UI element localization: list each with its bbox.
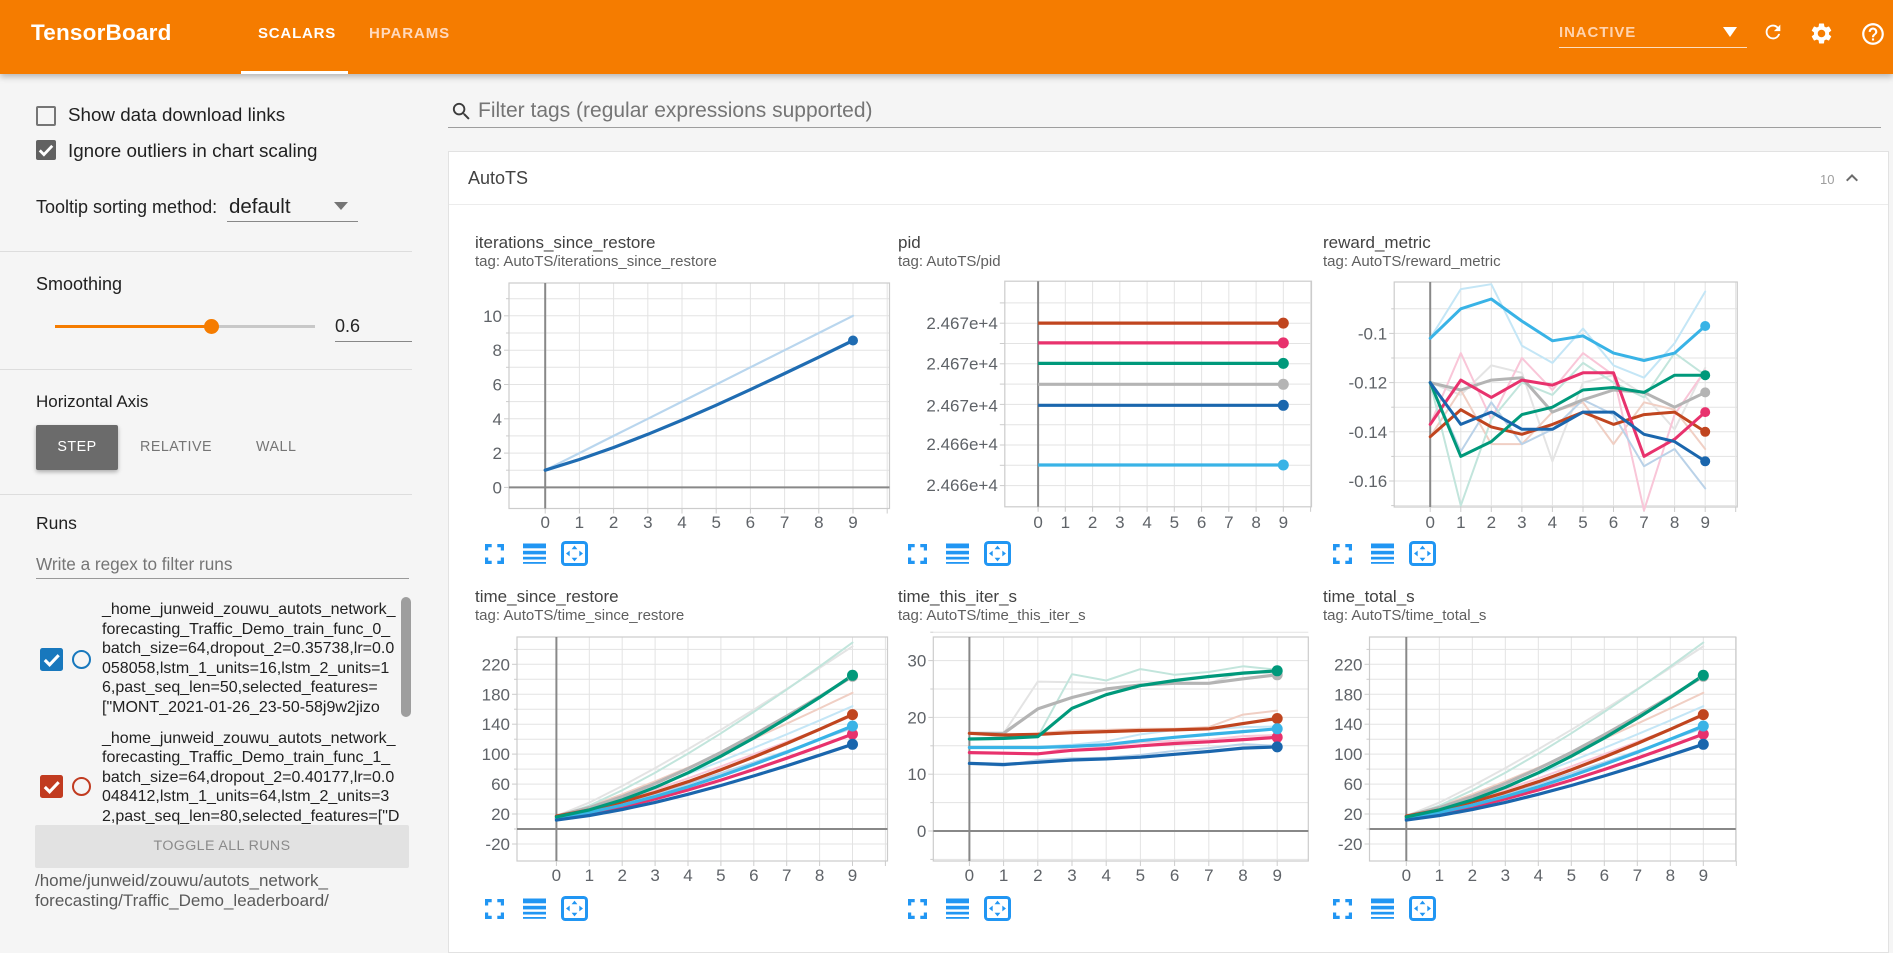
svg-text:4: 4 (1548, 513, 1557, 532)
svg-text:7: 7 (782, 866, 791, 885)
svg-text:1: 1 (575, 513, 584, 532)
svg-text:9: 9 (848, 866, 857, 885)
svg-text:7: 7 (1204, 866, 1213, 885)
svg-text:0: 0 (1402, 866, 1411, 885)
svg-text:5: 5 (716, 866, 725, 885)
svg-text:7: 7 (1639, 513, 1648, 532)
svg-text:3: 3 (1115, 513, 1124, 532)
svg-text:4: 4 (493, 410, 502, 429)
svg-text:9: 9 (1272, 866, 1281, 885)
svg-text:2.466e+4: 2.466e+4 (926, 476, 997, 495)
svg-text:1: 1 (1456, 513, 1465, 532)
svg-text:4: 4 (677, 513, 686, 532)
svg-text:2: 2 (1468, 866, 1477, 885)
svg-text:2: 2 (617, 866, 626, 885)
svg-text:2.467e+4: 2.467e+4 (926, 314, 997, 333)
svg-text:6: 6 (1197, 513, 1206, 532)
svg-text:60: 60 (1344, 775, 1363, 794)
svg-text:180: 180 (482, 685, 510, 704)
svg-text:4: 4 (1534, 866, 1543, 885)
svg-text:3: 3 (643, 513, 652, 532)
svg-text:180: 180 (1334, 685, 1362, 704)
svg-text:8: 8 (815, 866, 824, 885)
svg-text:7: 7 (780, 513, 789, 532)
svg-text:-0.1: -0.1 (1358, 324, 1387, 343)
svg-text:140: 140 (482, 715, 510, 734)
svg-text:0: 0 (552, 866, 561, 885)
svg-text:2: 2 (1033, 866, 1042, 885)
svg-text:7: 7 (1224, 513, 1233, 532)
svg-text:9: 9 (848, 513, 857, 532)
svg-text:8: 8 (1238, 866, 1247, 885)
svg-text:100: 100 (482, 745, 510, 764)
svg-text:2.467e+4: 2.467e+4 (926, 354, 997, 373)
svg-text:6: 6 (1600, 866, 1609, 885)
svg-text:30: 30 (907, 652, 926, 671)
svg-text:6: 6 (746, 513, 755, 532)
svg-text:-0.16: -0.16 (1348, 472, 1387, 491)
svg-text:1: 1 (1435, 866, 1444, 885)
svg-text:8: 8 (1251, 513, 1260, 532)
svg-text:6: 6 (749, 866, 758, 885)
svg-text:1: 1 (585, 866, 594, 885)
svg-text:0: 0 (493, 478, 502, 497)
svg-text:220: 220 (482, 655, 510, 674)
svg-text:10: 10 (483, 307, 502, 326)
svg-text:2.467e+4: 2.467e+4 (926, 396, 997, 415)
svg-text:5: 5 (1567, 866, 1576, 885)
svg-text:0: 0 (1033, 513, 1042, 532)
svg-text:6: 6 (1609, 513, 1618, 532)
svg-text:0: 0 (917, 822, 926, 841)
svg-text:6: 6 (493, 376, 502, 395)
svg-text:6: 6 (1170, 866, 1179, 885)
svg-text:2: 2 (1088, 513, 1097, 532)
svg-text:2.466e+4: 2.466e+4 (926, 435, 997, 454)
svg-text:3: 3 (1501, 866, 1510, 885)
svg-text:20: 20 (491, 805, 510, 824)
svg-text:0: 0 (1425, 513, 1434, 532)
svg-text:3: 3 (1067, 866, 1076, 885)
svg-text:2: 2 (609, 513, 618, 532)
svg-text:8: 8 (1670, 513, 1679, 532)
svg-text:5: 5 (1578, 513, 1587, 532)
svg-text:2: 2 (493, 444, 502, 463)
svg-text:-0.12: -0.12 (1348, 374, 1387, 393)
svg-text:-20: -20 (1338, 835, 1363, 854)
svg-text:4: 4 (683, 866, 692, 885)
svg-text:0: 0 (540, 513, 549, 532)
svg-text:2: 2 (1487, 513, 1496, 532)
svg-text:8: 8 (1666, 866, 1675, 885)
svg-text:5: 5 (711, 513, 720, 532)
svg-text:10: 10 (907, 765, 926, 784)
svg-text:0: 0 (965, 866, 974, 885)
svg-text:1: 1 (999, 866, 1008, 885)
svg-text:4: 4 (1142, 513, 1151, 532)
svg-text:8: 8 (493, 341, 502, 360)
svg-text:3: 3 (1517, 513, 1526, 532)
svg-text:-20: -20 (485, 835, 510, 854)
svg-text:4: 4 (1101, 866, 1110, 885)
svg-text:60: 60 (491, 775, 510, 794)
svg-text:9: 9 (1700, 513, 1709, 532)
svg-text:-0.14: -0.14 (1348, 423, 1387, 442)
svg-text:8: 8 (814, 513, 823, 532)
svg-text:220: 220 (1334, 655, 1362, 674)
svg-text:20: 20 (1344, 805, 1363, 824)
svg-text:5: 5 (1170, 513, 1179, 532)
svg-text:9: 9 (1279, 513, 1288, 532)
svg-text:7: 7 (1633, 866, 1642, 885)
svg-text:5: 5 (1136, 866, 1145, 885)
svg-text:9: 9 (1699, 866, 1708, 885)
svg-text:1: 1 (1061, 513, 1070, 532)
svg-text:140: 140 (1334, 715, 1362, 734)
svg-text:3: 3 (650, 866, 659, 885)
svg-text:100: 100 (1334, 745, 1362, 764)
svg-text:20: 20 (907, 708, 926, 727)
